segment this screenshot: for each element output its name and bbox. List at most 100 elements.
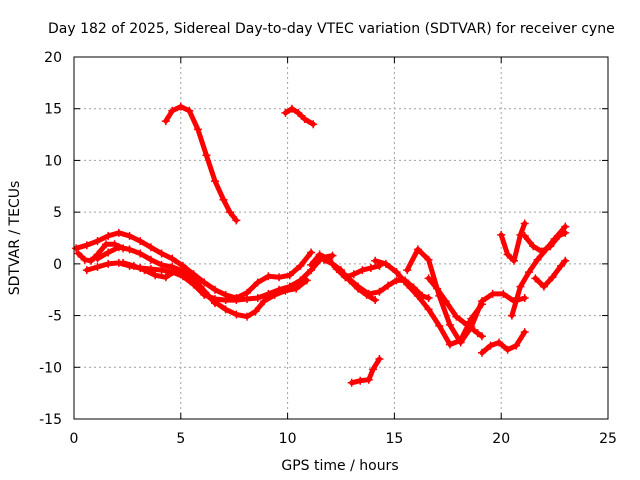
data-point <box>243 312 252 321</box>
y-axis-label: SDTVAR / TECUs <box>7 181 23 296</box>
data-point <box>210 285 219 294</box>
data-point <box>253 278 262 287</box>
data-point <box>477 332 486 341</box>
data-point <box>202 151 211 160</box>
data-point <box>356 376 365 385</box>
data-point <box>510 256 519 265</box>
data-point <box>375 355 384 364</box>
data-point <box>486 341 495 350</box>
data-point <box>424 293 433 302</box>
data-point <box>221 296 230 305</box>
data-point <box>82 266 91 275</box>
data-point <box>366 263 375 272</box>
data-point <box>435 321 444 330</box>
data-point <box>82 241 91 250</box>
data-point <box>296 261 305 270</box>
data-point <box>392 276 401 285</box>
data-point <box>114 228 123 237</box>
data-point <box>104 231 113 240</box>
series-arc-4 <box>72 228 316 302</box>
data-point <box>253 293 262 302</box>
data-point <box>358 266 367 275</box>
data-point <box>503 345 512 354</box>
data-point <box>546 242 555 251</box>
data-point <box>307 260 316 269</box>
data-point <box>503 250 512 259</box>
data-point <box>204 291 213 300</box>
data-point <box>413 245 422 254</box>
data-point <box>243 295 252 304</box>
data-point <box>516 282 525 291</box>
data-point <box>328 251 337 260</box>
data-point <box>371 256 380 265</box>
data-point <box>168 106 177 115</box>
series-trace <box>163 104 239 223</box>
data-point <box>146 243 155 252</box>
series-trace <box>344 274 432 301</box>
x-tick-label: 10 <box>279 431 297 447</box>
data-point <box>520 219 529 228</box>
chart-title: Day 182 of 2025, Sidereal Day-to-day VTE… <box>48 21 615 37</box>
data-point <box>433 284 442 293</box>
data-point <box>354 282 363 291</box>
data-point <box>136 237 145 246</box>
data-point <box>157 249 166 258</box>
data-point <box>561 228 570 237</box>
data-point <box>210 299 219 308</box>
series-arc-14 <box>424 274 486 341</box>
data-point <box>125 231 134 240</box>
data-point <box>210 177 219 186</box>
data-point <box>403 280 412 289</box>
data-point <box>151 271 160 280</box>
data-point <box>193 279 202 288</box>
data-point <box>413 291 422 300</box>
data-point <box>495 338 504 347</box>
data-point <box>102 240 111 249</box>
data-point <box>309 120 318 129</box>
data-point <box>219 195 228 204</box>
data-point <box>193 125 202 134</box>
series-arc-2 <box>281 104 318 129</box>
data-point <box>294 108 303 117</box>
data-point <box>364 289 373 298</box>
y-tick-label: 20 <box>44 50 62 66</box>
data-point <box>264 272 273 281</box>
data-point <box>183 268 192 277</box>
data-point <box>383 281 392 290</box>
series-arc-16 <box>497 219 529 265</box>
data-point <box>200 278 209 287</box>
data-point <box>520 293 529 302</box>
y-tick-label: -10 <box>39 360 62 376</box>
data-point <box>185 106 194 115</box>
data-point <box>221 305 230 314</box>
data-point <box>381 259 390 268</box>
data-point <box>104 259 113 268</box>
series-arc-18 <box>520 228 570 256</box>
x-tick-label: 5 <box>176 431 185 447</box>
data-point <box>369 365 378 374</box>
data-point <box>168 262 177 271</box>
data-point <box>529 242 538 251</box>
data-point <box>315 250 324 259</box>
data-point <box>307 248 316 257</box>
data-point <box>232 216 241 225</box>
series-arc-15 <box>477 328 529 357</box>
data-point <box>533 255 542 264</box>
x-tick-label: 0 <box>70 431 79 447</box>
data-point <box>477 348 486 357</box>
data-point <box>281 108 290 117</box>
data-point <box>364 375 373 384</box>
data-point <box>140 266 149 275</box>
data-point <box>499 289 508 298</box>
data-point <box>93 262 102 271</box>
x-axis-label: GPS time / hours <box>281 458 398 474</box>
data-point <box>337 266 345 275</box>
data-point <box>445 340 454 349</box>
y-tick-label: 5 <box>53 205 62 221</box>
data-point <box>537 247 546 256</box>
data-point <box>176 102 185 111</box>
data-point <box>300 115 309 124</box>
axis-ticks: 0 5 10 15 20 25 -15 -10 -5 0 5 10 15 20 <box>39 50 617 447</box>
